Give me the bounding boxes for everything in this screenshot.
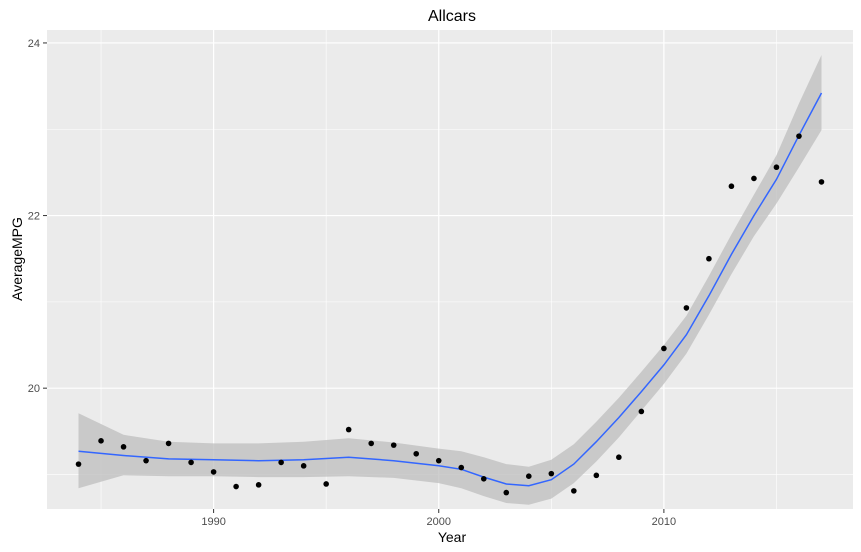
data-point	[390, 442, 397, 448]
data-point	[413, 450, 420, 457]
data-point	[638, 408, 645, 415]
y-tick-label: 22	[28, 211, 40, 223]
confidence-band	[78, 55, 822, 505]
data-points	[75, 133, 825, 496]
data-point	[593, 472, 600, 479]
data-point	[210, 469, 217, 475]
data-point	[188, 459, 194, 466]
data-point	[661, 345, 667, 352]
data-point	[323, 481, 329, 487]
major-gridlines	[47, 30, 853, 509]
data-point	[796, 133, 802, 139]
y-axis: 20 22 24	[28, 38, 47, 395]
data-point	[278, 459, 284, 466]
y-tick-label: 20	[28, 383, 40, 395]
minor-gridlines	[47, 30, 853, 509]
data-point	[368, 440, 375, 447]
chart-title: Allcars	[428, 8, 476, 25]
data-point	[458, 464, 465, 471]
x-axis-title: Year	[438, 529, 467, 545]
data-point	[728, 183, 735, 190]
data-point	[773, 164, 780, 171]
data-point	[525, 473, 532, 480]
x-axis: 1990 2000 2010	[201, 509, 676, 528]
data-point	[818, 179, 825, 185]
data-point	[751, 175, 757, 182]
data-point	[255, 482, 262, 488]
data-point	[233, 483, 239, 490]
data-point	[571, 488, 577, 494]
data-point	[616, 454, 622, 461]
data-point	[98, 438, 104, 444]
x-tick-label: 1990	[201, 516, 225, 528]
data-point	[120, 444, 127, 450]
data-point	[480, 475, 487, 482]
data-point	[503, 489, 510, 496]
x-tick-label: 2010	[652, 516, 676, 528]
data-point	[143, 457, 149, 464]
data-point	[706, 255, 712, 262]
data-point	[75, 461, 82, 467]
data-point	[548, 470, 555, 477]
data-point	[165, 440, 172, 447]
data-point	[300, 463, 307, 469]
x-tick-label: 2000	[427, 516, 451, 528]
data-point	[435, 457, 442, 464]
y-tick-label: 24	[28, 38, 40, 50]
y-axis-title: AverageMPG	[9, 217, 25, 301]
smooth-line	[78, 92, 823, 487]
data-point	[683, 305, 690, 311]
data-point	[345, 426, 352, 433]
